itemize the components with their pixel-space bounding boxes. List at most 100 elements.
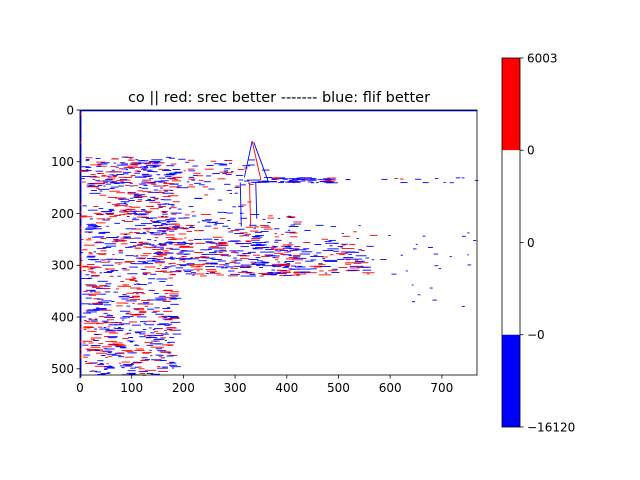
edge-dash <box>111 158 119 160</box>
edge-dash <box>82 269 86 271</box>
left-edge-dash <box>80 311 82 316</box>
edge-dash <box>277 217 281 219</box>
left-edge-dash <box>80 190 82 194</box>
edge-dash <box>322 179 330 181</box>
edge-dash <box>106 328 110 330</box>
edge-dash <box>246 272 252 274</box>
edge-dash <box>119 347 127 349</box>
left-edge-dash <box>80 185 82 189</box>
edge-dash <box>85 361 88 362</box>
edge-dash <box>85 159 90 160</box>
edge-dash <box>200 249 210 251</box>
edge-dash <box>119 249 122 251</box>
edge-dash <box>132 278 137 279</box>
edge-dash <box>93 225 101 227</box>
edge-dash <box>282 244 294 246</box>
edge-dash <box>158 355 162 357</box>
edge-dash <box>345 263 352 265</box>
edge-dash <box>320 266 331 267</box>
edge-dash <box>92 339 99 341</box>
edge-dash <box>169 256 173 258</box>
edge-dash <box>90 290 96 292</box>
edge-dash <box>84 284 96 286</box>
edge-dash <box>327 248 339 250</box>
edge-dash <box>144 305 149 307</box>
edge-dash <box>141 217 149 218</box>
edge-dash <box>168 298 178 300</box>
edge-dash <box>166 363 172 365</box>
edge-dash <box>86 184 96 186</box>
edge-dash <box>230 171 234 173</box>
edge-dash <box>141 210 147 212</box>
edge-dash <box>170 366 181 368</box>
edge-dash <box>102 211 106 213</box>
edge-dash <box>89 183 97 185</box>
edge-dash <box>170 257 177 259</box>
edge-dash <box>122 316 134 318</box>
edge-dash <box>149 217 158 219</box>
edge-dash <box>140 166 147 168</box>
edge-dash <box>142 253 152 255</box>
edge-dash <box>87 309 99 311</box>
edge-dash <box>88 209 98 211</box>
edge-dash <box>220 239 224 241</box>
edge-dash <box>178 217 186 219</box>
edge-dash <box>157 185 166 187</box>
edge-dash <box>296 268 312 270</box>
edge-dash <box>114 352 125 354</box>
edge-dash <box>347 269 360 271</box>
edge-dash <box>280 269 287 271</box>
edge-dash <box>85 239 92 241</box>
edge-dash <box>118 198 130 200</box>
y-tick-label: 400 <box>51 310 74 324</box>
edge-dash <box>105 291 111 293</box>
edge-dash <box>122 269 130 271</box>
edge-dash <box>142 191 152 193</box>
edge-dash <box>81 266 92 268</box>
edge-dash <box>112 254 115 255</box>
edge-dash <box>127 159 133 161</box>
edge-dash <box>135 366 140 368</box>
edge-dash <box>162 192 174 194</box>
edge-dash <box>289 232 298 234</box>
edge-dash <box>153 165 160 167</box>
edge-dash <box>159 295 166 297</box>
edge-dash <box>135 293 139 295</box>
edge-dash <box>309 265 321 267</box>
edge-dash <box>153 221 160 222</box>
edge-dash <box>156 324 167 326</box>
edge-dash <box>107 355 113 357</box>
edge-dash <box>265 255 272 256</box>
edge-dash <box>288 226 299 228</box>
edge-dash <box>147 320 156 322</box>
edge-dash <box>210 160 217 162</box>
edge-dash <box>96 165 102 167</box>
edge-stroke <box>239 182 242 227</box>
edge-dash <box>139 336 146 338</box>
edge-dash <box>301 251 313 253</box>
edge-dash <box>82 216 93 218</box>
edge-dash <box>91 286 100 288</box>
edge-dash <box>185 273 192 275</box>
edge-dash <box>297 274 301 276</box>
edge-dash <box>94 182 105 184</box>
edge-dash <box>330 226 336 228</box>
edge-dash <box>240 246 249 248</box>
edge-dash <box>266 255 280 257</box>
edge-dash <box>179 265 186 267</box>
edge-dash <box>168 208 172 210</box>
edge-dash <box>149 232 155 233</box>
edge-dash <box>273 246 279 248</box>
edge-dash <box>227 255 231 257</box>
y-tick-label: 200 <box>51 207 74 221</box>
edge-dash <box>169 172 177 174</box>
edge-dash <box>365 257 370 259</box>
edge-dash <box>166 173 177 175</box>
edge-dash <box>225 173 232 175</box>
edge-dash <box>290 236 298 238</box>
edge-dash <box>234 192 238 194</box>
edge-dash <box>135 332 142 334</box>
edge-dash <box>239 235 243 237</box>
edge-dash <box>149 166 157 168</box>
edge-dash <box>310 268 317 270</box>
